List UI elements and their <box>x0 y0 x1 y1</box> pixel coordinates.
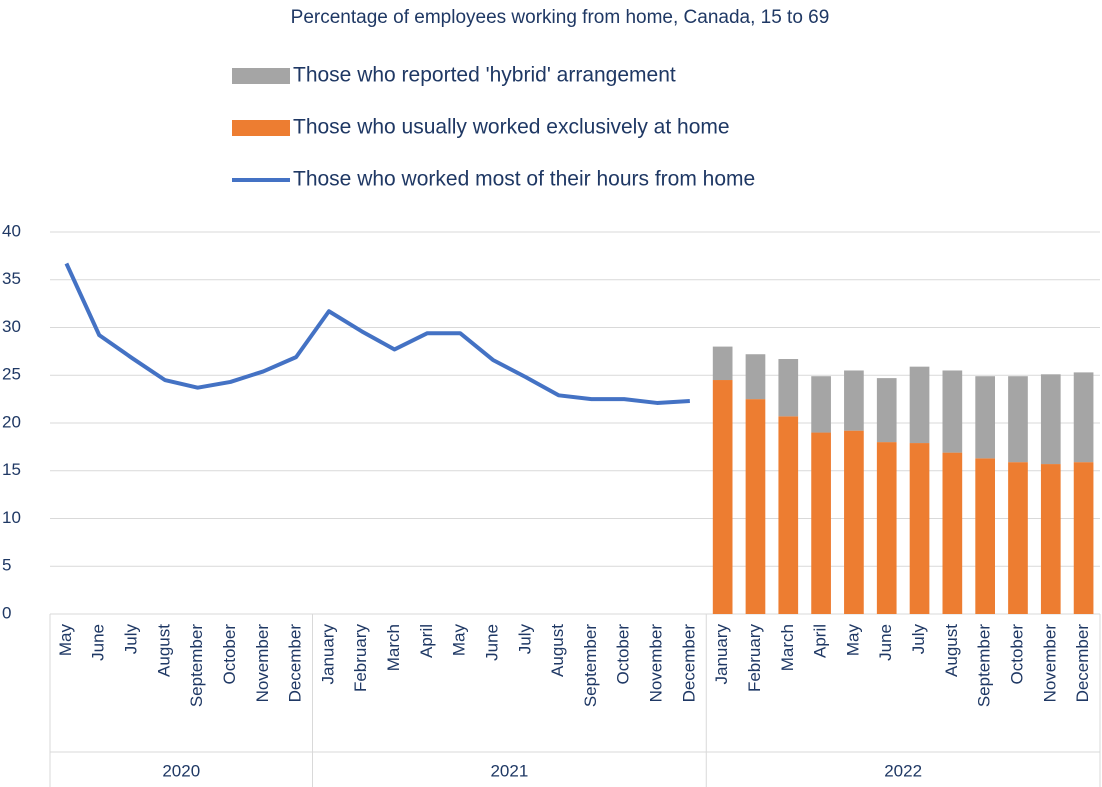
y-tick-label: 20 <box>2 412 21 431</box>
bar <box>909 443 930 614</box>
bar <box>745 354 766 400</box>
x-tick-label: February <box>351 624 370 693</box>
x-tick-label: October <box>1007 624 1026 685</box>
x-tick-label: March <box>384 624 403 671</box>
x-tick-label: July <box>122 624 141 655</box>
bar <box>876 378 897 443</box>
y-tick-label: 30 <box>2 317 21 336</box>
bar <box>811 432 831 614</box>
x-tick-label: August <box>942 624 961 677</box>
x-tick-label: March <box>778 624 797 671</box>
x-tick-label: July <box>515 624 534 655</box>
group-label: 2020 <box>162 761 200 780</box>
bar <box>811 376 831 433</box>
bar <box>975 376 995 459</box>
y-tick-label: 40 <box>2 221 21 240</box>
x-tick-label: June <box>876 624 895 661</box>
x-tick-label: August <box>548 624 567 677</box>
x-tick-label: November <box>253 624 272 703</box>
x-tick-label: June <box>89 624 108 661</box>
x-tick-label: October <box>220 624 239 685</box>
x-tick-label: August <box>154 624 173 677</box>
y-tick-label: 35 <box>2 269 21 288</box>
bar <box>876 442 897 614</box>
x-tick-label: September <box>975 624 994 707</box>
bar <box>909 366 930 444</box>
y-tick-label: 10 <box>2 508 21 527</box>
x-tick-label: April <box>417 624 436 658</box>
y-tick-label: 15 <box>2 460 21 479</box>
y-tick-label: 5 <box>2 556 11 575</box>
x-tick-label: May <box>843 624 862 657</box>
x-tick-label: September <box>581 624 600 707</box>
bar <box>1008 462 1028 614</box>
bar <box>1073 462 1094 614</box>
x-tick-label: December <box>679 624 698 703</box>
chart-title: Percentage of employees working from hom… <box>291 7 830 28</box>
bar <box>975 458 995 614</box>
x-tick-label: January <box>318 624 337 685</box>
bar <box>778 416 799 614</box>
x-tick-label: November <box>1040 624 1059 703</box>
bar <box>942 370 963 453</box>
legend-label: Those who worked most of their hours fro… <box>293 168 755 191</box>
x-tick-label: June <box>482 624 501 661</box>
bar <box>712 346 733 381</box>
legend-swatch <box>232 68 290 84</box>
x-tick-label: January <box>712 624 731 685</box>
bar <box>745 399 766 614</box>
y-tick-label: 25 <box>2 365 21 384</box>
x-tick-label: November <box>647 624 666 703</box>
bar <box>942 452 963 614</box>
bar <box>1008 376 1028 463</box>
group-label: 2021 <box>490 761 528 780</box>
bar <box>1040 374 1061 465</box>
x-tick-label: May <box>56 624 75 657</box>
x-tick-label: April <box>811 624 830 658</box>
bar <box>712 380 733 614</box>
bar <box>1040 464 1061 614</box>
bar <box>778 359 799 417</box>
bar <box>844 370 864 431</box>
x-tick-label: October <box>614 624 633 685</box>
x-tick-label: December <box>1073 624 1092 703</box>
line-series <box>64 262 690 405</box>
x-tick-label: December <box>286 624 305 703</box>
x-tick-label: February <box>745 624 764 693</box>
legend-label: Those who usually worked exclusively at … <box>293 116 730 139</box>
bar <box>844 430 864 614</box>
y-tick-label: 0 <box>2 603 11 622</box>
x-tick-label: July <box>909 624 928 655</box>
legend-label: Those who reported 'hybrid' arrangement <box>293 64 676 87</box>
x-tick-label: May <box>450 624 469 657</box>
x-tick-label: September <box>187 624 206 707</box>
bar <box>1073 372 1094 463</box>
legend-swatch <box>232 120 290 136</box>
group-label: 2022 <box>884 761 922 780</box>
